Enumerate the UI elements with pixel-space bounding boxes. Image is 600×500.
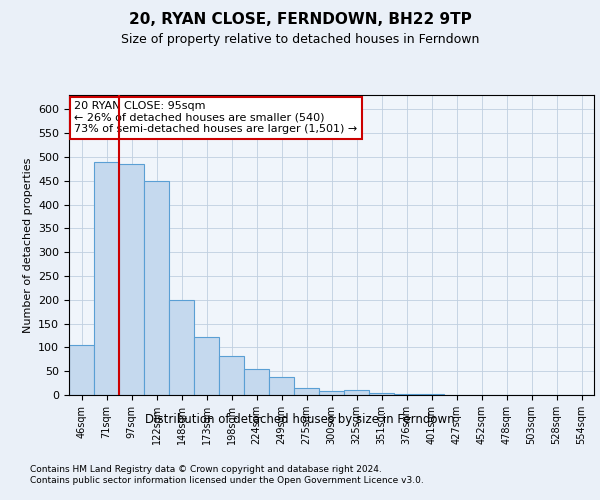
Bar — [94, 162, 119, 395]
Bar — [69, 345, 94, 395]
Bar — [419, 394, 444, 395]
Bar — [144, 180, 169, 395]
Y-axis label: Number of detached properties: Number of detached properties — [23, 158, 32, 332]
Text: Size of property relative to detached houses in Ferndown: Size of property relative to detached ho… — [121, 32, 479, 46]
Bar — [394, 394, 419, 395]
Bar — [294, 388, 319, 395]
Text: 20 RYAN CLOSE: 95sqm
← 26% of detached houses are smaller (540)
73% of semi-deta: 20 RYAN CLOSE: 95sqm ← 26% of detached h… — [74, 101, 358, 134]
Bar — [244, 369, 269, 395]
Text: 20, RYAN CLOSE, FERNDOWN, BH22 9TP: 20, RYAN CLOSE, FERNDOWN, BH22 9TP — [128, 12, 472, 28]
Bar — [344, 390, 369, 395]
Text: Distribution of detached houses by size in Ferndown: Distribution of detached houses by size … — [145, 412, 455, 426]
Text: Contains public sector information licensed under the Open Government Licence v3: Contains public sector information licen… — [30, 476, 424, 485]
Bar — [194, 337, 219, 395]
Bar — [269, 377, 294, 395]
Bar — [219, 356, 244, 395]
Bar — [169, 300, 194, 395]
Bar — [369, 392, 394, 395]
Bar — [319, 390, 344, 395]
Bar — [119, 164, 144, 395]
Text: Contains HM Land Registry data © Crown copyright and database right 2024.: Contains HM Land Registry data © Crown c… — [30, 465, 382, 474]
